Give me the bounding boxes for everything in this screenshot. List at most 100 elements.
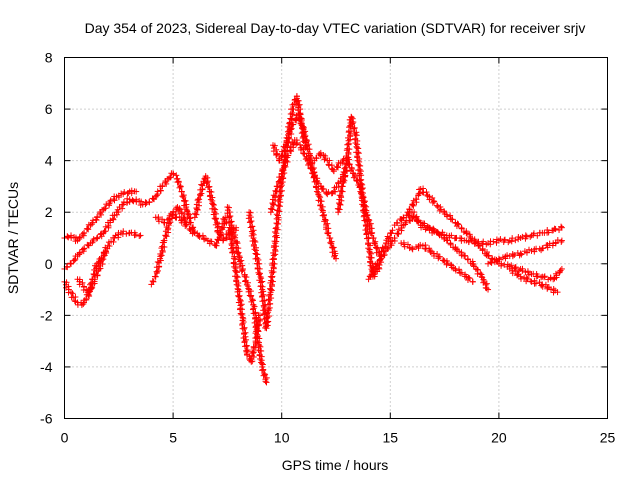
data-point	[282, 163, 289, 170]
data-point	[509, 270, 516, 277]
data-point	[243, 281, 250, 288]
data-point	[293, 98, 300, 105]
data-point	[191, 210, 198, 217]
data-point	[198, 181, 205, 188]
data-point	[259, 298, 266, 305]
data-point	[406, 206, 413, 213]
grid-lines	[64, 57, 608, 419]
data-point	[89, 276, 96, 283]
data-point	[243, 274, 250, 281]
data-point	[452, 267, 459, 274]
data-point	[183, 221, 190, 228]
data-point	[175, 179, 182, 186]
data-point	[277, 177, 284, 184]
data-point	[128, 187, 135, 194]
data-point	[414, 217, 421, 224]
data-point	[448, 261, 455, 268]
data-point	[464, 256, 471, 263]
data-point	[228, 222, 235, 229]
data-point	[320, 212, 327, 219]
data-point	[94, 272, 101, 279]
data-point	[504, 252, 511, 259]
data-point	[163, 233, 170, 240]
data-point	[266, 292, 273, 299]
data-point	[384, 243, 391, 250]
data-point	[303, 136, 310, 143]
data-point	[334, 163, 341, 170]
data-point	[272, 246, 279, 253]
data-point	[277, 199, 284, 206]
data-point	[238, 257, 245, 264]
plot-frame	[64, 57, 608, 419]
data-point	[487, 259, 494, 266]
data-point	[260, 372, 267, 379]
y-tick-label: -6	[40, 411, 53, 427]
data-point	[538, 282, 545, 289]
data-point	[368, 254, 375, 261]
data-point	[395, 226, 402, 233]
data-point	[417, 241, 424, 248]
data-point	[267, 286, 274, 293]
data-point	[241, 331, 248, 338]
data-point	[209, 201, 216, 208]
data-point	[241, 338, 248, 345]
data-point	[256, 260, 263, 267]
data-point	[437, 206, 444, 213]
data-point	[388, 242, 395, 249]
data-point	[79, 279, 86, 286]
data-point	[358, 194, 365, 201]
data-point	[165, 225, 172, 232]
data-point	[336, 192, 343, 199]
data-point	[250, 310, 257, 317]
data-point	[418, 224, 425, 231]
data-point	[269, 278, 276, 285]
data-point	[178, 188, 185, 195]
data-point	[361, 202, 368, 209]
data-point	[361, 217, 368, 224]
data-point	[154, 258, 161, 265]
data-point	[177, 183, 184, 190]
data-point	[517, 250, 524, 257]
data-point	[253, 251, 260, 258]
data-point	[508, 262, 515, 269]
data-point	[477, 270, 484, 277]
data-point	[330, 244, 337, 251]
data-point	[235, 292, 242, 299]
data-point	[333, 255, 339, 262]
data-point	[527, 278, 534, 285]
data-point	[366, 249, 373, 256]
data-point	[233, 273, 240, 280]
data-point	[258, 347, 265, 354]
data-point	[401, 243, 408, 250]
data-point	[257, 355, 264, 362]
data-point	[488, 259, 495, 266]
data-point	[195, 196, 202, 203]
data-point	[286, 120, 293, 127]
data-point	[301, 132, 308, 139]
data-point	[286, 135, 293, 142]
data-point	[402, 221, 409, 228]
data-point	[469, 260, 476, 267]
data-point	[226, 214, 233, 221]
data-point	[246, 292, 253, 299]
data-point	[292, 116, 299, 123]
data-point	[313, 188, 320, 195]
data-point	[447, 212, 454, 219]
data-point	[501, 236, 508, 243]
data-point	[456, 266, 463, 273]
data-point	[227, 236, 234, 243]
data-point	[440, 231, 447, 238]
data-point	[435, 229, 442, 236]
data-point	[528, 278, 535, 285]
data-point	[269, 256, 276, 263]
data-point	[355, 150, 362, 157]
data-point	[497, 236, 504, 243]
data-point	[316, 193, 323, 200]
data-point	[350, 125, 357, 132]
data-point	[435, 231, 442, 238]
chart-title: Day 354 of 2023, Sidereal Day-to-day VTE…	[85, 20, 586, 36]
data-point	[81, 230, 88, 237]
data-point	[444, 260, 451, 267]
data-point	[212, 216, 219, 223]
